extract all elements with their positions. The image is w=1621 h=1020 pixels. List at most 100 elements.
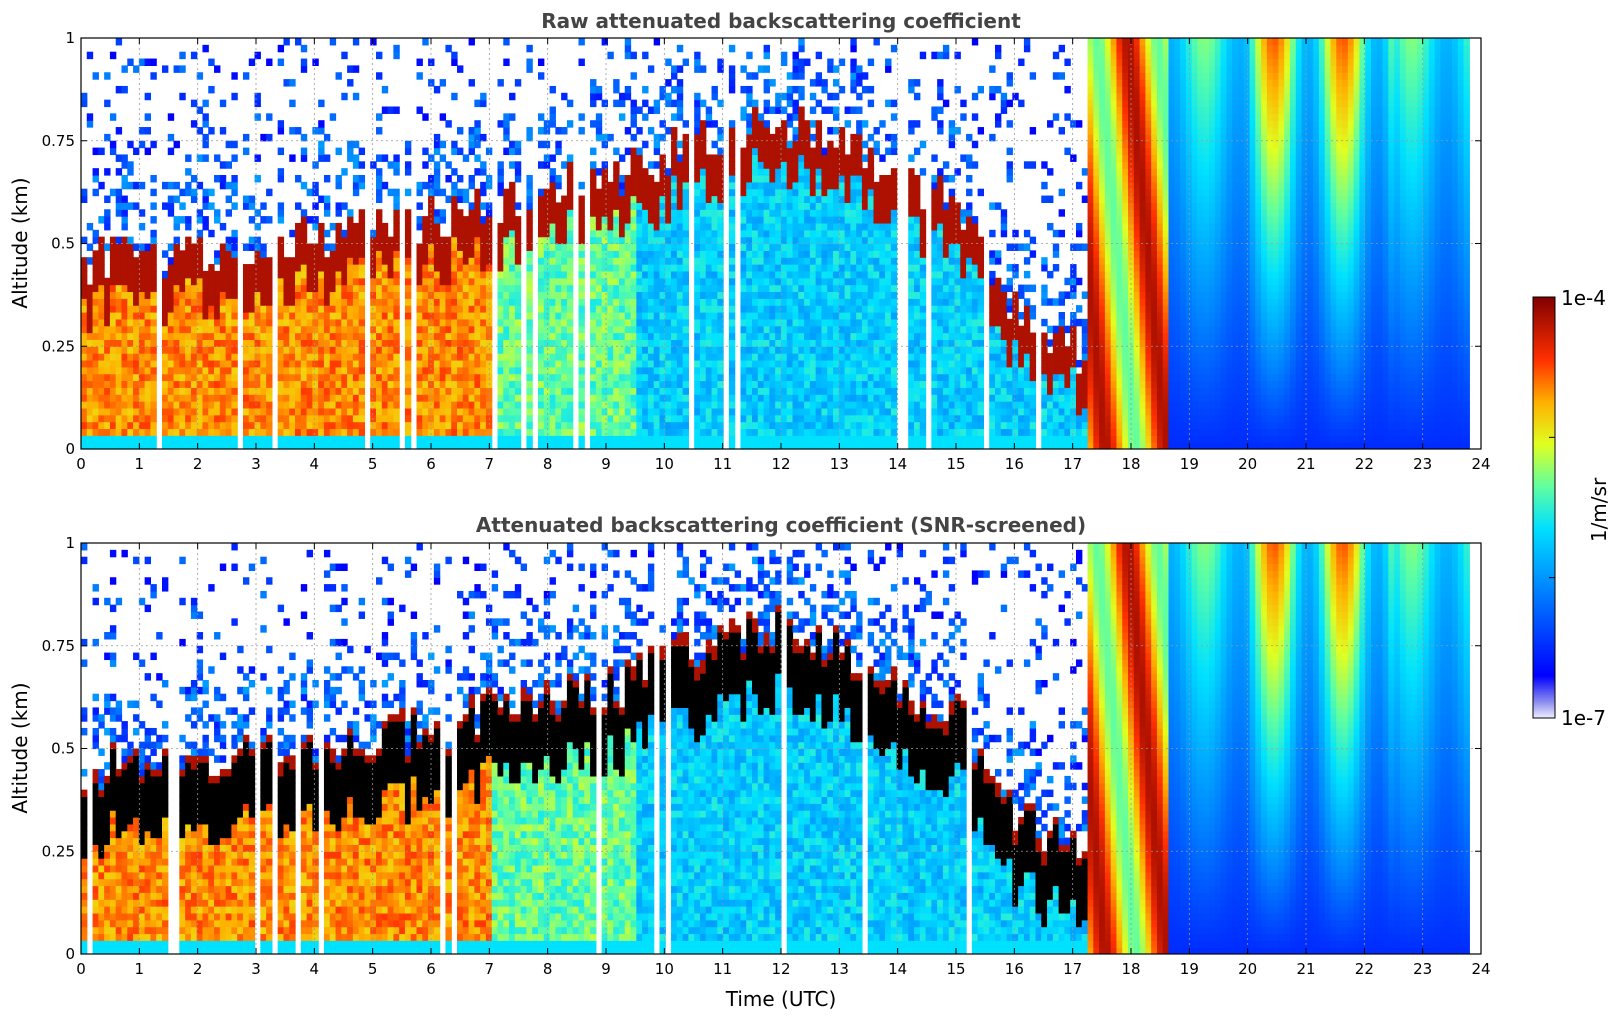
heatmap-cell xyxy=(815,312,823,320)
heatmap-cell xyxy=(798,209,805,217)
heatmap-cell xyxy=(740,147,747,156)
heatmap-cell xyxy=(526,346,533,354)
heatmap-cell xyxy=(566,401,574,409)
heatmap-cell xyxy=(312,435,319,443)
heatmap-cell xyxy=(757,140,765,149)
heatmap-cell xyxy=(618,394,626,402)
heatmap-cell xyxy=(254,291,261,299)
heatmap-cell xyxy=(462,195,470,203)
heatmap-cell xyxy=(370,407,377,416)
heatmap-cell xyxy=(352,353,360,361)
heatmap-cell xyxy=(295,250,302,258)
heatmap-cell xyxy=(549,120,556,128)
heatmap-cell xyxy=(306,284,313,293)
heatmap-cell xyxy=(682,175,689,183)
heatmap-cell xyxy=(717,133,724,142)
heatmap-cell xyxy=(752,106,759,114)
heatmap-cell xyxy=(618,332,626,340)
heatmap-cell xyxy=(509,394,516,402)
heatmap-cell xyxy=(295,428,302,436)
heatmap-cell xyxy=(81,421,88,430)
heatmap-cell xyxy=(393,387,400,395)
heatmap-cell xyxy=(121,298,128,306)
heatmap-cell xyxy=(775,325,782,334)
heatmap-cell xyxy=(144,250,152,258)
heatmap-cell xyxy=(179,407,186,416)
heatmap-cell xyxy=(665,353,672,361)
heatmap-cell xyxy=(416,264,423,272)
heatmap-cell xyxy=(555,127,562,135)
heatmap-cell xyxy=(196,236,204,245)
heatmap-cell xyxy=(809,181,817,190)
heatmap-cell xyxy=(763,346,770,354)
heatmap-cell xyxy=(312,181,319,190)
heatmap-cell xyxy=(381,298,389,306)
heatmap-cell xyxy=(92,168,99,176)
heatmap-cell xyxy=(537,401,545,409)
heatmap-cell xyxy=(561,127,568,135)
heatmap-cell xyxy=(659,442,666,449)
heatmap-cell xyxy=(283,312,290,320)
heatmap-cell xyxy=(196,325,204,334)
heatmap-cell xyxy=(225,339,232,347)
heatmap-cell xyxy=(462,291,470,299)
heatmap-cell xyxy=(497,250,504,258)
heatmap-cell xyxy=(699,181,707,190)
heatmap-cell xyxy=(121,387,128,395)
heatmap-cell xyxy=(543,442,551,449)
heatmap-cell xyxy=(266,373,273,382)
heatmap-cell xyxy=(167,202,175,210)
heatmap-cell xyxy=(699,133,707,142)
heatmap-cell xyxy=(514,243,522,251)
heatmap-cell xyxy=(636,154,643,162)
heatmap-cell xyxy=(636,188,643,197)
heatmap-cell xyxy=(833,442,840,449)
heatmap-cell xyxy=(202,394,209,402)
heatmap-cell xyxy=(821,154,828,162)
heatmap-cell xyxy=(445,401,452,409)
heatmap-cell xyxy=(543,188,551,197)
heatmap-cell xyxy=(196,209,204,217)
heatmap-cell xyxy=(694,113,701,121)
heatmap-cell xyxy=(428,222,435,231)
heatmap-cell xyxy=(133,291,140,299)
heatmap-cell xyxy=(196,127,204,135)
heatmap-cell xyxy=(179,380,186,388)
heatmap-cell xyxy=(231,72,238,80)
heatmap-cell xyxy=(838,161,846,169)
heatmap-cell xyxy=(381,435,389,443)
heatmap-cell xyxy=(833,284,840,293)
heatmap-cell xyxy=(104,346,111,354)
heatmap-cell xyxy=(144,243,152,251)
heatmap-cell xyxy=(711,318,718,327)
heatmap-cell xyxy=(138,270,146,279)
heatmap-cell xyxy=(462,243,470,251)
heatmap-cell xyxy=(352,305,360,313)
heatmap-cell xyxy=(798,222,805,231)
heatmap-cell xyxy=(457,209,464,217)
heatmap-cell xyxy=(457,428,464,436)
heatmap-cell xyxy=(404,305,412,313)
heatmap-cell xyxy=(92,435,99,443)
heatmap-cell xyxy=(144,353,152,361)
heatmap-cell xyxy=(341,291,348,299)
heatmap-cell xyxy=(462,250,470,258)
heatmap-cell xyxy=(422,243,429,251)
heatmap-cell xyxy=(671,222,678,231)
heatmap-cell xyxy=(844,401,851,409)
heatmap-cell xyxy=(682,147,689,156)
heatmap-cell xyxy=(225,264,232,272)
heatmap-cell xyxy=(190,270,198,279)
heatmap-cell xyxy=(387,346,394,354)
heatmap-cell xyxy=(549,175,556,183)
heatmap-cell xyxy=(509,195,516,203)
heatmap-cell xyxy=(98,325,105,334)
heatmap-cell xyxy=(248,236,256,245)
heatmap-cell xyxy=(786,264,794,272)
heatmap-cell xyxy=(503,346,510,354)
heatmap-cell xyxy=(457,277,464,286)
heatmap-cell xyxy=(190,195,198,203)
heatmap-cell xyxy=(300,359,308,368)
heatmap-cell xyxy=(347,154,354,162)
heatmap-cell xyxy=(219,243,227,251)
